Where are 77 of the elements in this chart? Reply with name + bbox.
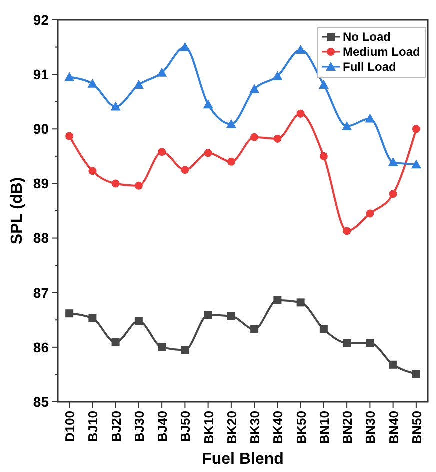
point bbox=[296, 298, 305, 307]
point bbox=[66, 132, 74, 140]
point bbox=[181, 166, 190, 174]
point bbox=[88, 167, 97, 176]
x-tick-label: BN40 bbox=[386, 411, 402, 444]
point bbox=[250, 325, 259, 334]
point bbox=[112, 338, 120, 347]
x-tick-label: BK40 bbox=[270, 411, 286, 444]
point bbox=[250, 133, 259, 142]
point bbox=[204, 311, 212, 320]
point bbox=[389, 190, 398, 198]
legend-label: No Load bbox=[343, 30, 391, 44]
point bbox=[66, 310, 74, 318]
point bbox=[157, 68, 168, 77]
point bbox=[64, 72, 75, 82]
y-tick-label: 86 bbox=[33, 339, 50, 356]
point bbox=[343, 227, 352, 236]
x-tick-label: BJ40 bbox=[155, 411, 170, 442]
point bbox=[318, 80, 329, 89]
x-axis-title: Fuel Blend bbox=[202, 451, 284, 468]
x-tick-label: BN50 bbox=[409, 411, 424, 444]
point bbox=[320, 152, 328, 160]
legend-label: Full Load bbox=[343, 60, 396, 74]
y-tick-label: 85 bbox=[33, 394, 50, 410]
x-tick-label: BJ10 bbox=[86, 411, 101, 442]
point bbox=[112, 180, 120, 188]
point bbox=[181, 346, 190, 354]
point bbox=[180, 42, 190, 52]
point bbox=[250, 84, 260, 94]
x-tick-label: BN30 bbox=[363, 411, 378, 444]
point bbox=[320, 325, 328, 334]
point bbox=[227, 158, 236, 166]
point bbox=[158, 343, 166, 352]
point bbox=[204, 149, 212, 158]
y-tick-label: 89 bbox=[33, 176, 50, 192]
point bbox=[274, 296, 282, 304]
point bbox=[158, 148, 166, 156]
x-tick-label: BJ50 bbox=[178, 411, 194, 442]
x-tick-label: BN10 bbox=[316, 411, 332, 444]
point bbox=[389, 360, 398, 369]
point bbox=[134, 182, 143, 190]
point bbox=[365, 114, 376, 123]
x-tick-label: D100 bbox=[62, 411, 78, 442]
point bbox=[412, 370, 420, 378]
y-tick-label: 88 bbox=[33, 230, 50, 246]
x-tick-label: BK50 bbox=[294, 411, 309, 444]
x-tick-label: BK10 bbox=[201, 411, 216, 444]
point bbox=[296, 45, 306, 54]
x-tick-label: BN20 bbox=[340, 411, 356, 444]
point bbox=[366, 210, 374, 218]
legend-label: Medium Load bbox=[343, 45, 420, 60]
point bbox=[227, 312, 236, 320]
y-axis-title: SPL (dB) bbox=[9, 177, 26, 245]
x-tick-label: BK30 bbox=[248, 411, 263, 444]
y-tick-label: 91 bbox=[33, 66, 50, 82]
point bbox=[411, 160, 422, 169]
point bbox=[274, 134, 282, 143]
point bbox=[203, 100, 214, 109]
y-tick-label: 90 bbox=[33, 121, 50, 138]
point bbox=[272, 71, 283, 80]
y-tick-label: 87 bbox=[33, 284, 50, 301]
x-tick-label: BJ30 bbox=[132, 411, 147, 442]
point bbox=[134, 317, 143, 326]
point bbox=[88, 78, 98, 88]
point bbox=[366, 339, 374, 348]
point bbox=[412, 125, 420, 134]
point bbox=[226, 119, 236, 128]
point bbox=[134, 80, 144, 89]
y-tick-label: 92 bbox=[33, 12, 50, 28]
x-tick-label: BJ20 bbox=[108, 411, 124, 442]
x-tick-label: BK20 bbox=[224, 411, 240, 444]
point bbox=[343, 339, 352, 348]
point bbox=[342, 121, 352, 130]
point bbox=[388, 157, 398, 166]
point bbox=[296, 110, 305, 118]
point bbox=[88, 314, 97, 323]
point bbox=[110, 102, 121, 111]
